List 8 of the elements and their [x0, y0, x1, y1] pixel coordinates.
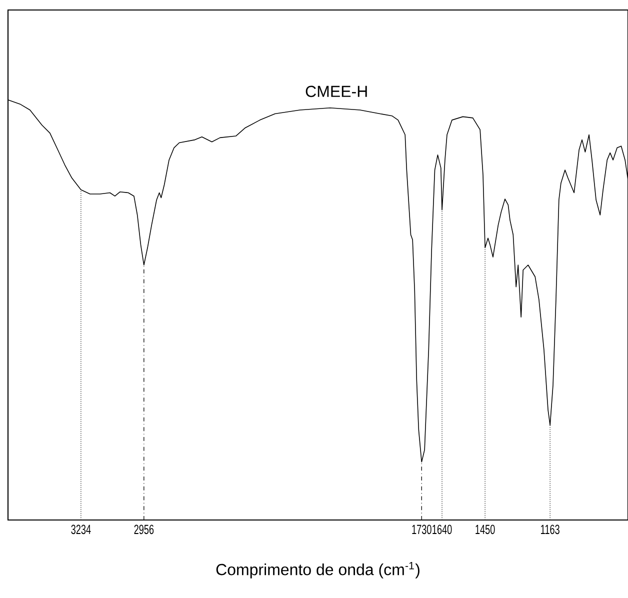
x-axis-title: Comprimento de onda (cm$^{-1}$) — [216, 562, 420, 578]
x-tick-label: 1640 — [432, 524, 452, 534]
x-tick-label: 1730 — [412, 524, 432, 534]
x-tick-label: 3234 — [71, 524, 91, 534]
x-tick-label: 1450 — [476, 524, 495, 534]
x-tick-label: 1163 — [541, 524, 560, 534]
series-label: CMEE-H — [306, 86, 367, 98]
x-tick-label: 2956 — [134, 524, 154, 534]
